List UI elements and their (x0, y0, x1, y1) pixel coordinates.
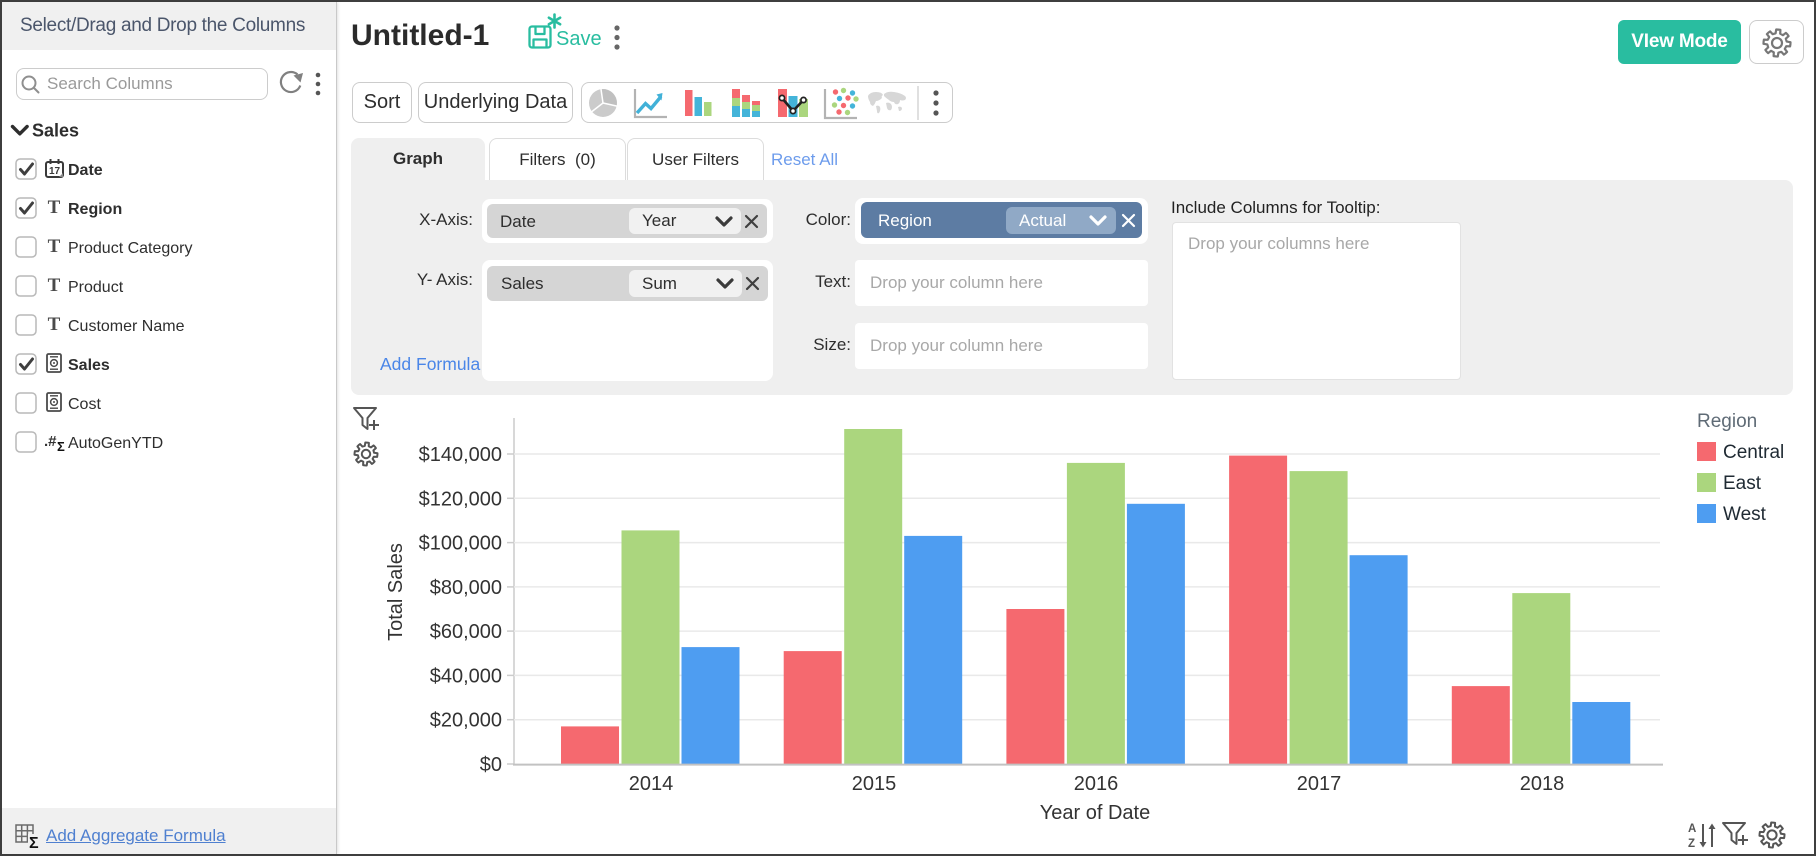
svg-text:Cost: Cost (68, 396, 101, 413)
svg-text:17: 17 (49, 166, 61, 177)
svg-text:Product: Product (68, 279, 124, 296)
svg-text:Σ: Σ (29, 835, 39, 852)
svg-text:T: T (48, 314, 61, 335)
svg-text:Product Category: Product Category (68, 240, 193, 257)
svg-text:Sales: Sales (68, 357, 110, 374)
svg-text:T: T (48, 236, 61, 257)
svg-text:T: T (48, 197, 61, 218)
svg-text:Sales: Sales (32, 121, 79, 141)
svg-text:Region: Region (68, 201, 122, 218)
svg-text:Date: Date (68, 162, 103, 179)
svg-text:AutoGenYTD: AutoGenYTD (68, 435, 163, 452)
svg-text:T: T (48, 275, 61, 296)
svg-text:.#: .# (44, 433, 57, 450)
svg-text:Customer Name: Customer Name (68, 318, 185, 335)
svg-text:Σ: Σ (57, 439, 65, 454)
